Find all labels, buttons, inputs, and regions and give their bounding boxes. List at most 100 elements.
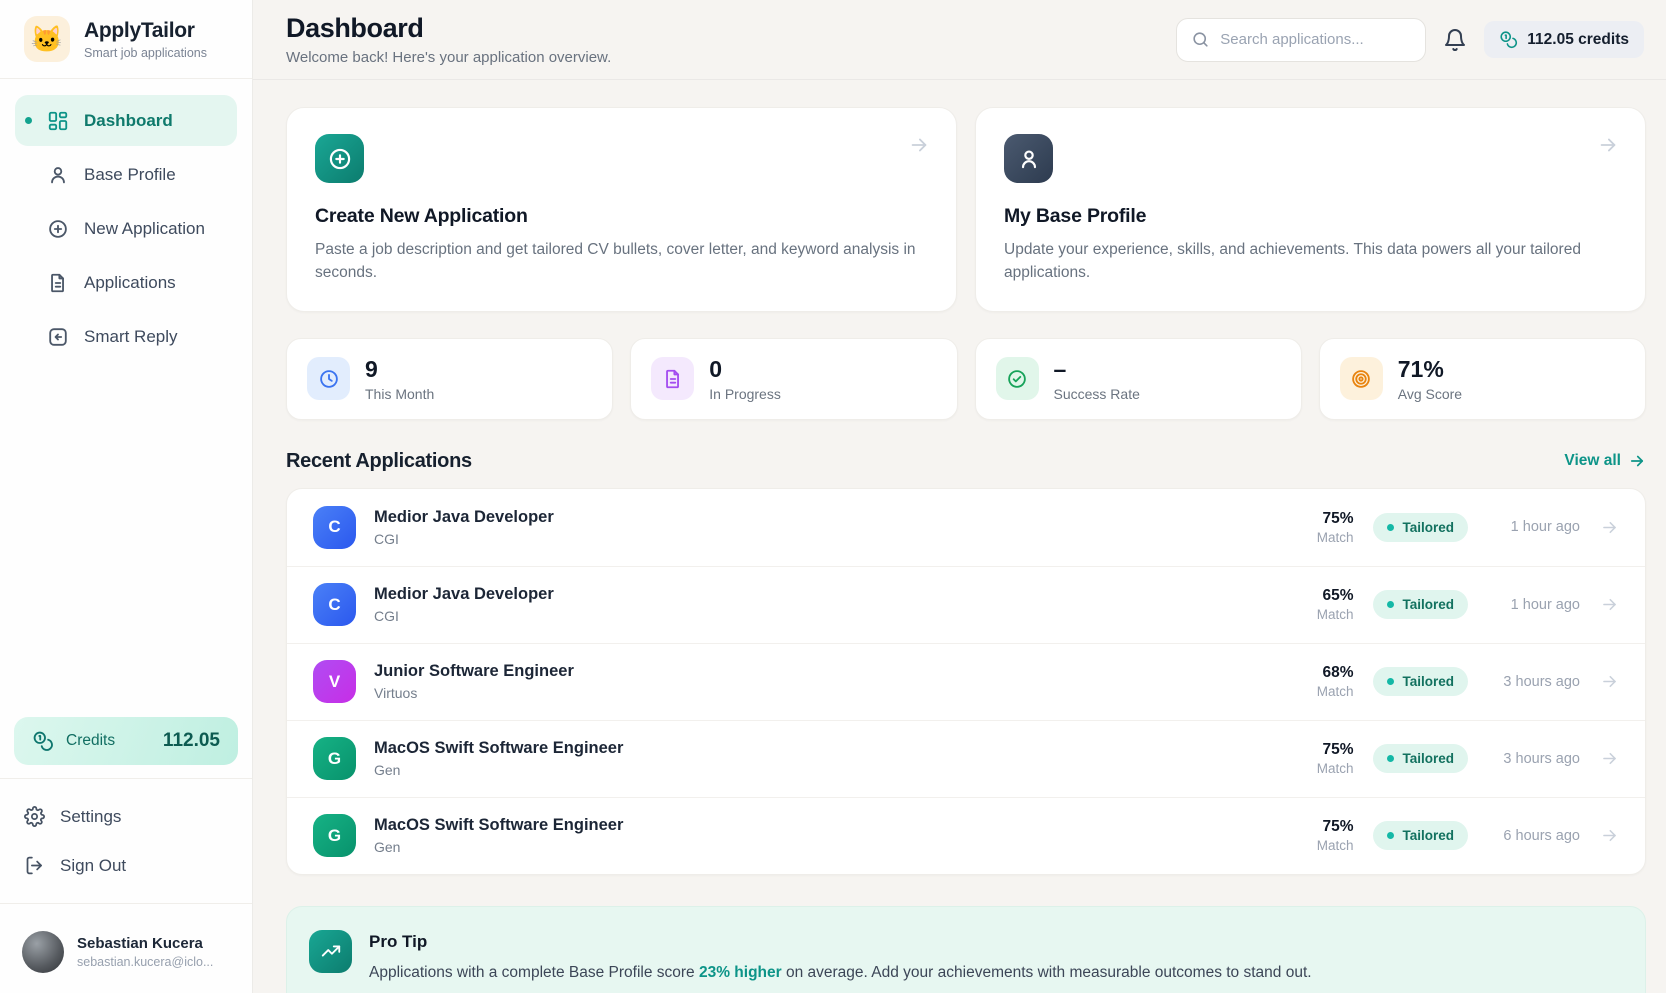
create-new-application-card[interactable]: Create New Application Paste a job descr… (286, 107, 957, 312)
sign-out-link[interactable]: Sign Out (14, 841, 238, 890)
check-circle-icon (995, 357, 1039, 400)
status-badge: Tailored (1373, 744, 1468, 773)
user-name: Sebastian Kucera (77, 935, 203, 952)
sidebar-item-smart-reply[interactable]: Smart Reply (15, 311, 237, 362)
pro-tip-highlight: 23% higher (698, 963, 782, 981)
notifications-bell-icon[interactable] (1443, 28, 1467, 52)
application-row[interactable]: G MacOS Swift Software Engineer Gen 75% … (287, 796, 1645, 874)
brand-tagline: Smart job applications (84, 45, 207, 60)
application-row[interactable]: C Medior Java Developer CGI 65% Match Ta… (287, 565, 1645, 643)
sidebar-item-label: Base Profile (84, 164, 176, 184)
arrow-right-icon (1600, 749, 1619, 768)
row-right: 75% Match Tailored 3 hours ago (1305, 741, 1619, 776)
row-info: Medior Java Developer CGI (374, 508, 554, 547)
status-badge: Tailored (1373, 667, 1468, 696)
card-description: Update your experience, skills, and achi… (1004, 241, 1581, 282)
timestamp: 1 hour ago (1510, 596, 1580, 613)
plus-circle-icon (315, 134, 364, 183)
match-value: 68% (1322, 664, 1354, 681)
my-base-profile-card[interactable]: My Base Profile Update your experience, … (975, 107, 1646, 312)
arrow-right-icon (908, 134, 930, 156)
sidebar-bottom: Credits 112.05 Settings Sign Out S (0, 717, 252, 993)
app-logo-cat-icon: 🐱 (24, 16, 70, 62)
timestamp: 3 hours ago (1503, 750, 1580, 767)
section-title: Recent Applications (286, 449, 472, 472)
page-head: Dashboard Welcome back! Here's your appl… (286, 13, 611, 66)
sidebar-item-label: Smart Reply (84, 326, 178, 346)
match-score: 75% Match (1305, 509, 1354, 545)
arrow-right-icon (1597, 134, 1619, 156)
topbar-right: 112.05 credits (1176, 17, 1644, 62)
sidebar-item-applications[interactable]: Applications (15, 257, 237, 308)
match-score: 65% Match (1305, 587, 1354, 622)
company-avatar: G (313, 814, 356, 857)
page-subtitle: Welcome back! Here's your application ov… (286, 49, 612, 66)
stat-in-progress: 0 In Progress (630, 337, 958, 420)
settings-link[interactable]: Settings (14, 792, 238, 841)
arrow-right-icon (1600, 518, 1619, 537)
clock-icon (307, 357, 350, 400)
company-name: Gen (374, 762, 401, 778)
gear-icon (24, 806, 45, 827)
pro-tip-text-before: Applications with a complete Base Profil… (369, 963, 699, 981)
credits-pill-button[interactable]: 112.05 credits (1484, 21, 1644, 58)
row-right: 75% Match Tailored 1 hour ago (1305, 510, 1619, 545)
sidebar-item-new-application[interactable]: New Application (15, 203, 237, 254)
sidebar-item-dashboard[interactable]: Dashboard (15, 95, 237, 146)
pro-tip-text: Applications with a complete Base Profil… (369, 962, 1312, 984)
match-value: 75% (1322, 818, 1354, 835)
stat-label: Success Rate (1053, 385, 1140, 402)
user-profile-row[interactable]: Sebastian Kucera sebastian.kucera@iclo..… (14, 917, 238, 993)
status-badge: Tailored (1373, 590, 1468, 619)
match-value: 75% (1322, 509, 1354, 527)
application-row[interactable]: C Medior Java Developer CGI 75% Match Ta… (287, 489, 1645, 566)
status-badge: Tailored (1373, 512, 1468, 542)
company-name: Virtuos (374, 685, 418, 701)
row-right: 75% Match Tailored 6 hours ago (1305, 818, 1619, 853)
stat-avg-score: 71% Avg Score (1318, 337, 1646, 420)
arrow-right-icon (1600, 595, 1619, 614)
match-score: 68% Match (1305, 664, 1354, 699)
sidebar-item-label: New Application (84, 218, 205, 238)
job-title: Junior Software Engineer (374, 662, 574, 680)
stat-this-month: 9 This Month (286, 337, 614, 420)
coins-icon (1499, 30, 1518, 49)
company-avatar: C (313, 505, 356, 549)
row-info: Medior Java Developer CGI (374, 585, 554, 624)
status-dot (1387, 523, 1395, 531)
stat-text: 71% Avg Score (1398, 356, 1462, 402)
active-dot (25, 117, 32, 124)
stats-row: 9 This Month 0 In Progress (286, 337, 1646, 420)
stat-text: – Success Rate (1054, 356, 1140, 402)
pro-tip-title: Pro Tip (369, 931, 428, 951)
row-info: MacOS Swift Software Engineer Gen (374, 739, 623, 778)
match-label: Match (1316, 838, 1354, 853)
status-label: Tailored (1402, 828, 1454, 843)
timestamp: 6 hours ago (1503, 827, 1580, 844)
stat-label: Avg Score (1397, 385, 1463, 402)
brand-text: ApplyTailor Smart job applications (84, 19, 207, 60)
job-title: Medior Java Developer (374, 585, 554, 603)
application-row[interactable]: G MacOS Swift Software Engineer Gen 75% … (287, 719, 1645, 797)
view-all-link[interactable]: View all (1564, 452, 1646, 470)
arrow-right-icon (1600, 672, 1619, 691)
target-icon (1339, 357, 1383, 400)
stat-label: In Progress (709, 385, 781, 402)
credits-card: Credits 112.05 (14, 717, 238, 765)
stat-text: 0 In Progress (709, 356, 781, 402)
search-input[interactable] (1220, 31, 1420, 48)
user-info: Sebastian Kucera sebastian.kucera@iclo..… (77, 935, 213, 969)
credits-label: Credits (66, 732, 116, 749)
timestamp: 3 hours ago (1503, 673, 1580, 690)
credits-value: 112.05 (162, 730, 220, 751)
stat-value: – (1053, 355, 1067, 382)
divider (0, 778, 252, 779)
card-title: My Base Profile (1004, 205, 1147, 227)
application-row[interactable]: V Junior Software Engineer Virtuos 68% M… (287, 642, 1645, 720)
card-title: Create New Application (315, 205, 528, 227)
company-avatar: G (313, 737, 356, 780)
sidebar-item-base-profile[interactable]: Base Profile (15, 149, 237, 200)
user-icon (47, 164, 69, 186)
status-label: Tailored (1402, 674, 1454, 689)
